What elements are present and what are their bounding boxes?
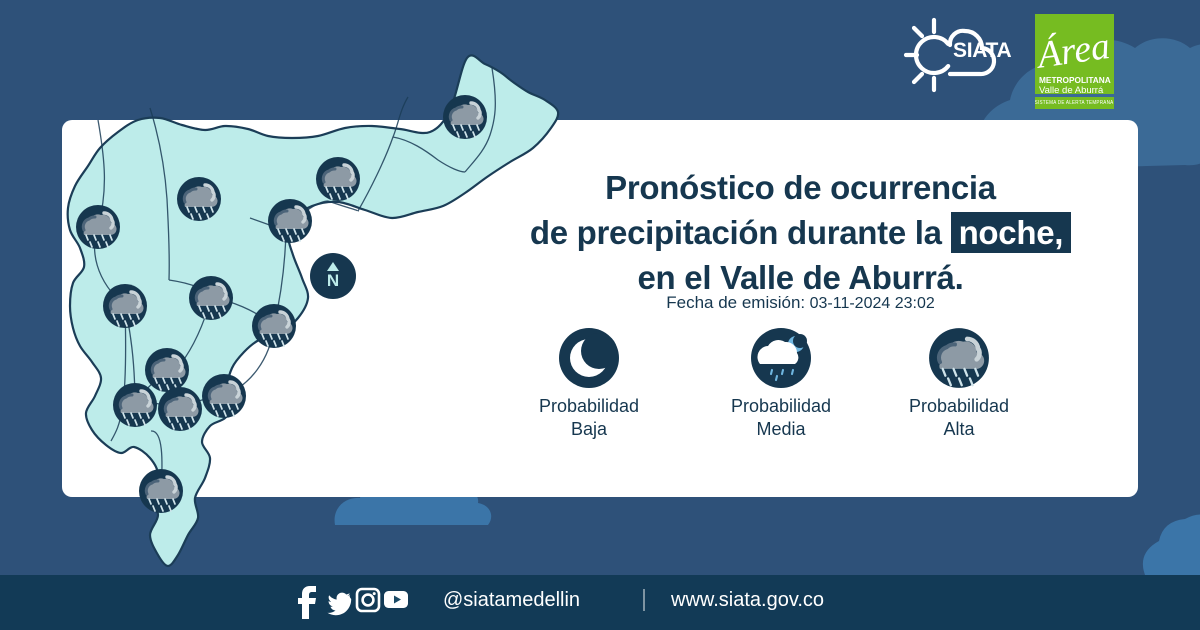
svg-text:Área: Área bbox=[1035, 25, 1113, 74]
svg-text:SIATA: SIATA bbox=[953, 39, 1012, 62]
